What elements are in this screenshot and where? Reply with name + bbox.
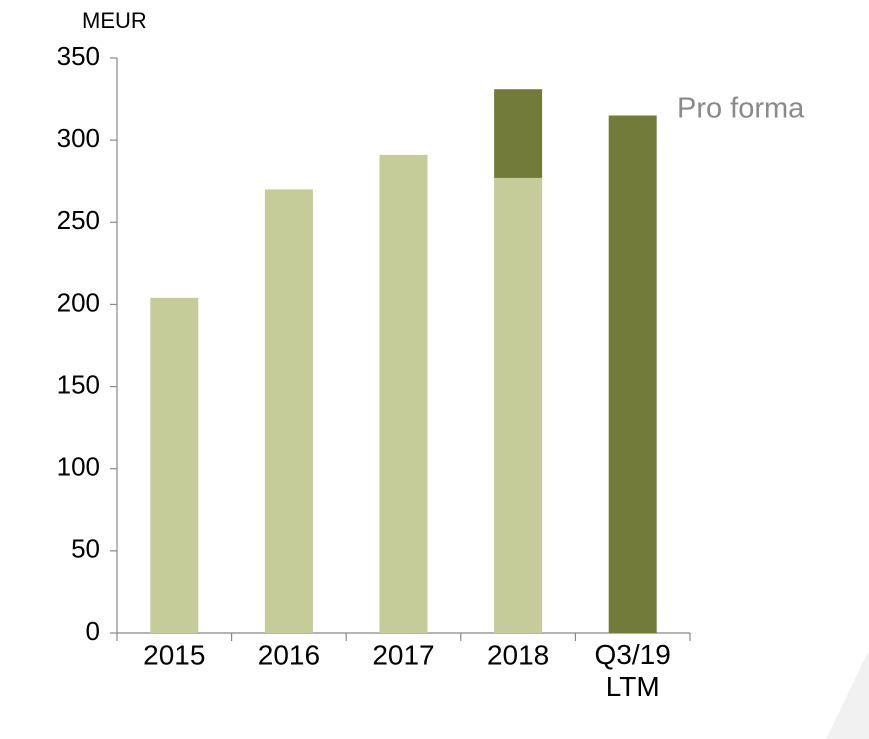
- y-tick-label: 350: [57, 41, 100, 71]
- bar: [379, 154, 428, 633]
- legend-label: Pro forma: [677, 93, 805, 125]
- x-tick-label: Q3/19 LTM: [595, 639, 671, 702]
- y-tick-label: 300: [57, 123, 100, 153]
- y-tick-label: 0: [86, 616, 100, 646]
- y-tick-label: 200: [57, 287, 100, 317]
- x-tick-label: 2018: [487, 639, 549, 670]
- bar: [494, 177, 543, 633]
- y-tick-label: 50: [71, 534, 100, 564]
- y-tick-label: 150: [57, 369, 100, 399]
- bar: [608, 115, 657, 633]
- bar: [264, 189, 313, 633]
- x-tick-label: 2016: [258, 639, 320, 670]
- bar: [494, 89, 543, 178]
- y-tick-label: 100: [57, 452, 100, 482]
- x-tick-label: 2015: [143, 639, 205, 670]
- bar: [150, 297, 199, 633]
- x-tick-label: 2017: [372, 639, 434, 670]
- y-tick-label: 250: [57, 205, 100, 235]
- decoration: [826, 650, 869, 739]
- y-axis-label: MEUR: [82, 8, 147, 33]
